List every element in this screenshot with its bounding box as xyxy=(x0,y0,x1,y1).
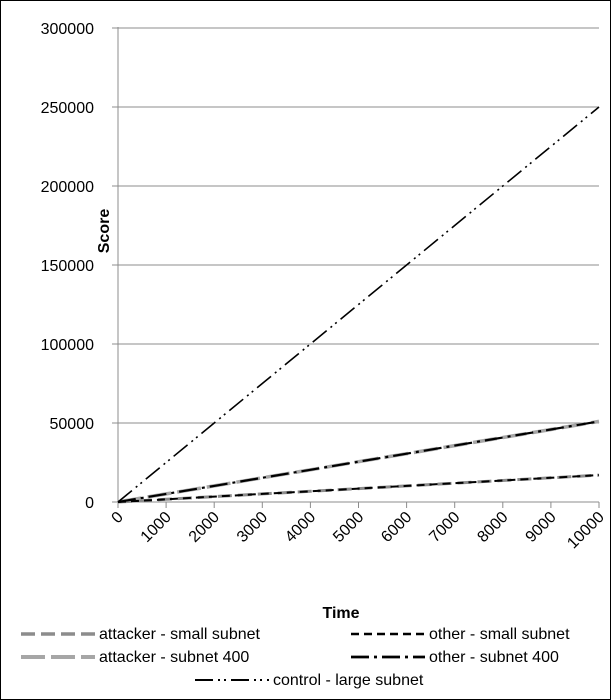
x-tick-labels: 0 1000 2000 3000 4000 5000 6000 7000 8000 9000 100… xyxy=(109,509,608,553)
legend-entry: other - small subnet xyxy=(351,626,570,643)
series-lines xyxy=(117,106,600,504)
x-tick-label: 3000 xyxy=(234,509,271,546)
legend-entry: attacker - small subnet xyxy=(21,626,261,643)
legend-label: control - large subnet xyxy=(273,672,424,689)
y-tick-labels: 0 50000 100000 150000 200000 250000 300000 xyxy=(41,21,94,512)
x-tick-label: 2000 xyxy=(186,509,223,546)
legend-label: other - subnet 400 xyxy=(429,649,559,666)
y-tick-label: 250000 xyxy=(41,100,94,117)
y-tick-label: 100000 xyxy=(41,337,94,354)
y-axis-label: Score xyxy=(96,209,113,254)
series-line-control-large-subnet xyxy=(117,106,600,503)
axes xyxy=(112,27,600,508)
x-tick-label: 7000 xyxy=(426,509,463,546)
legend-entry: control - large subnet xyxy=(195,672,424,689)
y-tick-label: 200000 xyxy=(41,179,94,196)
x-tick-label: 9000 xyxy=(523,509,560,546)
gridlines xyxy=(118,27,599,424)
y-tick-label: 50000 xyxy=(50,416,95,433)
x-axis-label: Time xyxy=(322,605,359,622)
series-line-other-subnet-400 xyxy=(117,420,600,504)
legend-label: other - small subnet xyxy=(429,626,570,643)
legend-label: attacker - subnet 400 xyxy=(99,649,249,666)
x-tick-label: 10000 xyxy=(564,509,608,553)
x-tick-label: 1000 xyxy=(138,509,175,546)
x-tick-label: 0 xyxy=(109,509,127,527)
y-tick-label: 150000 xyxy=(41,258,94,275)
y-tick-label: 300000 xyxy=(41,21,94,38)
series-line-other-small-subnet xyxy=(117,474,600,503)
legend-label: attacker - small subnet xyxy=(99,626,261,643)
legend-entry: attacker - subnet 400 xyxy=(21,649,249,666)
legend-entry: other - subnet 400 xyxy=(351,649,559,666)
x-tick-label: 6000 xyxy=(378,509,415,546)
x-tick-label: 8000 xyxy=(474,509,511,546)
x-tick-label: 5000 xyxy=(330,509,367,546)
x-tick-label: 4000 xyxy=(282,509,319,546)
legend: attacker - small subnet other - small sub… xyxy=(21,626,570,689)
y-tick-label: 0 xyxy=(85,495,94,512)
